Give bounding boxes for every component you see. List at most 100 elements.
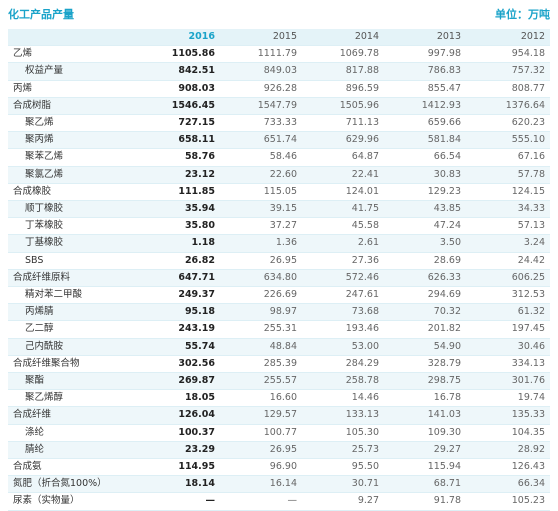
- value-cell-2014: 30.71: [302, 475, 384, 494]
- table-title: 化工产品产量: [8, 8, 74, 21]
- row-label: 合成纤维聚合物: [8, 355, 128, 374]
- value-cell-2015: 1547.79: [220, 97, 302, 116]
- value-cell-2012: 66.34: [466, 475, 550, 494]
- row-label: 涤纶: [8, 424, 128, 442]
- row-label: 己内酰胺: [8, 338, 128, 356]
- value-cell-2013: 47.24: [384, 217, 466, 236]
- value-cell-2012: 555.10: [466, 131, 550, 150]
- value-cell-2013: 855.47: [384, 80, 466, 98]
- table-row: 丁苯橡胶 35.80 37.27 45.58 47.24 57.13: [8, 217, 550, 236]
- value-cell-2015: 651.74: [220, 131, 302, 150]
- table-row: 合成氨 114.95 96.90 95.50 115.94 126.43: [8, 458, 550, 477]
- value-cell-2013: 298.75: [384, 372, 466, 391]
- value-cell-2016: 23.29: [128, 441, 220, 460]
- value-cell-2015: 96.90: [220, 458, 302, 477]
- value-cell-2012: 24.42: [466, 252, 550, 270]
- table-row: 腈纶 23.29 26.95 25.73 29.27 28.92: [8, 441, 550, 460]
- value-cell-2016: 1105.86: [128, 45, 220, 64]
- header-row: 2016 2015 2014 2013 2012: [8, 29, 550, 47]
- value-cell-2012: 57.78: [466, 166, 550, 184]
- value-cell-2012: 620.23: [466, 114, 550, 133]
- value-cell-2014: 64.87: [302, 148, 384, 167]
- table-row: 乙烯 1105.86 1111.79 1069.78 997.98 954.18: [8, 45, 550, 64]
- value-cell-2013: 91.78: [384, 492, 466, 511]
- value-cell-2015: 48.84: [220, 338, 302, 356]
- row-label: 合成树脂: [8, 97, 128, 116]
- value-cell-2013: 30.83: [384, 166, 466, 184]
- column-header-2014: 2014: [302, 29, 384, 47]
- value-cell-2014: 896.59: [302, 80, 384, 98]
- value-cell-2016: —: [128, 492, 220, 511]
- table-row: SBS 26.82 26.95 27.36 28.69 24.42: [8, 252, 550, 270]
- value-cell-2015: 26.95: [220, 252, 302, 270]
- value-cell-2012: 135.33: [466, 406, 550, 425]
- value-cell-2016: 269.87: [128, 372, 220, 391]
- row-label: SBS: [8, 252, 128, 270]
- value-cell-2012: 3.24: [466, 234, 550, 253]
- row-label: 乙烯: [8, 45, 128, 64]
- value-cell-2012: 57.13: [466, 217, 550, 236]
- value-cell-2014: 284.29: [302, 355, 384, 374]
- row-label: 丙烯: [8, 80, 128, 98]
- value-cell-2012: 606.25: [466, 269, 550, 288]
- table-row: 合成纤维 126.04 129.57 133.13 141.03 135.33: [8, 406, 550, 425]
- value-cell-2016: 100.37: [128, 424, 220, 442]
- table-row: 尿素（实物量） — —9.27 91.78 105.23: [8, 492, 550, 511]
- column-header-2013: 2013: [384, 29, 466, 47]
- value-cell-2013: 28.69: [384, 252, 466, 270]
- value-cell-2014: 258.78: [302, 372, 384, 391]
- value-cell-2016: 302.56: [128, 355, 220, 374]
- value-cell-2012: 808.77: [466, 80, 550, 98]
- row-label: 氮肥（折合氮100%）: [8, 475, 128, 494]
- value-cell-2016: 1546.45: [128, 97, 220, 116]
- value-cell-2015: 1111.79: [220, 45, 302, 64]
- row-label: 乙二醇: [8, 320, 128, 339]
- value-cell-2015: 849.03: [220, 62, 302, 81]
- value-cell-2012: 1376.64: [466, 97, 550, 116]
- value-cell-2012: 28.92: [466, 441, 550, 460]
- value-cell-2014: 105.30: [302, 424, 384, 442]
- value-cell-2013: 115.94: [384, 458, 466, 477]
- value-cell-2012: 124.15: [466, 183, 550, 202]
- column-header-name: [8, 29, 128, 47]
- value-cell-2012: 30.46: [466, 338, 550, 356]
- value-cell-2015: 39.15: [220, 200, 302, 219]
- value-cell-2012: 757.32: [466, 62, 550, 81]
- value-cell-2012: 67.16: [466, 148, 550, 167]
- value-cell-2015: 58.46: [220, 148, 302, 167]
- row-label: 丁苯橡胶: [8, 217, 128, 236]
- value-cell-2014: 41.75: [302, 200, 384, 219]
- row-label: 合成氨: [8, 458, 128, 477]
- table-row: 聚苯乙烯 58.76 58.46 64.87 66.54 67.16: [8, 148, 550, 167]
- value-cell-2013: 294.69: [384, 286, 466, 305]
- row-label: 聚乙烯: [8, 114, 128, 133]
- column-header-2015: 2015: [220, 29, 302, 47]
- unit-label: 单位：万吨: [495, 8, 550, 21]
- value-cell-2013: 70.32: [384, 303, 466, 322]
- value-cell-2015: 98.97: [220, 303, 302, 322]
- table-row: 己内酰胺 55.74 48.84 53.00 54.90 30.46: [8, 338, 550, 356]
- table-row: 聚丙烯 658.11 651.74 629.96 581.84 555.10: [8, 131, 550, 150]
- value-cell-2016: 58.76: [128, 148, 220, 167]
- value-cell-2016: 95.18: [128, 303, 220, 322]
- row-label: 丁基橡胶: [8, 234, 128, 253]
- table-row: 合成纤维聚合物 302.56 285.39 284.29 328.79 334.13: [8, 355, 550, 374]
- value-cell-2013: 68.71: [384, 475, 466, 494]
- value-cell-2013: 997.98: [384, 45, 466, 64]
- value-cell-2013: 129.23: [384, 183, 466, 202]
- table-row: 聚乙烯醇 18.05 16.60 14.46 16.78 19.74: [8, 389, 550, 408]
- value-cell-2016: 842.51: [128, 62, 220, 81]
- value-cell-2014: 247.61: [302, 286, 384, 305]
- value-cell-2014: 25.73: [302, 441, 384, 460]
- value-cell-2013: 141.03: [384, 406, 466, 425]
- row-label: 合成橡胶: [8, 183, 128, 202]
- value-cell-2014: 73.68: [302, 303, 384, 322]
- value-cell-2016: 658.11: [128, 131, 220, 150]
- value-cell-2015: 926.28: [220, 80, 302, 98]
- value-cell-2013: 659.66: [384, 114, 466, 133]
- column-header-2016: 2016: [128, 29, 220, 47]
- table-row: 顺丁橡胶 35.94 39.15 41.75 43.85 34.33: [8, 200, 550, 219]
- value-cell-2014: 711.13: [302, 114, 384, 133]
- value-cell-2013: 786.83: [384, 62, 466, 81]
- table-row: 氮肥（折合氮100%） 18.14 16.14 30.71 68.71 66.34: [8, 475, 550, 494]
